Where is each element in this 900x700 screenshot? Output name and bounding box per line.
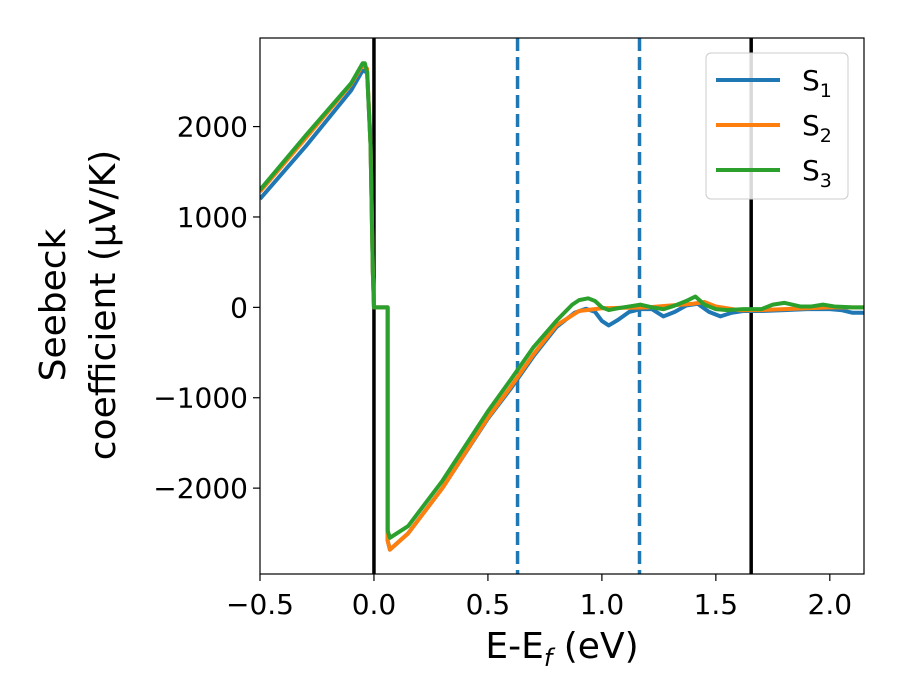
y-axis-label-line2: coefficient (μV/K) xyxy=(83,150,124,460)
plot-frame xyxy=(259,37,865,575)
series-line-s3 xyxy=(260,61,864,540)
data-series xyxy=(260,61,864,552)
x-tick-label: 0.0 xyxy=(352,588,397,621)
x-tick-label: 0.5 xyxy=(466,588,511,621)
y-axis-ticks: −2000 −1000 0 1000 2000 xyxy=(153,111,260,505)
y-axis-label-line1: Seebeck xyxy=(33,228,74,381)
legend-label-s1: S1 xyxy=(802,64,832,102)
x-tick-label: −0.5 xyxy=(226,588,294,621)
x-axis-label: E-Ef (eV) xyxy=(485,626,638,672)
legend-label-s2: S2 xyxy=(802,109,832,147)
y-tick-label: −2000 xyxy=(153,472,248,505)
x-tick-label: 1.5 xyxy=(694,588,739,621)
x-axis-label-unit: (eV) xyxy=(552,626,638,667)
legend-label-s3: S3 xyxy=(802,154,832,192)
y-tick-label: −1000 xyxy=(153,382,248,415)
x-tick-label: 2.0 xyxy=(808,588,853,621)
y-tick-label: 1000 xyxy=(177,201,248,234)
y-axis-label: Seebeck coefficient (μV/K) xyxy=(33,150,124,460)
y-tick-label: 2000 xyxy=(177,111,248,144)
legend: S1 S2 S3 xyxy=(705,52,849,200)
x-axis-ticks: −0.5 0.0 0.5 1.0 1.5 2.0 xyxy=(226,574,852,621)
x-tick-label: 1.0 xyxy=(580,588,625,621)
y-tick-label: 0 xyxy=(230,291,248,324)
